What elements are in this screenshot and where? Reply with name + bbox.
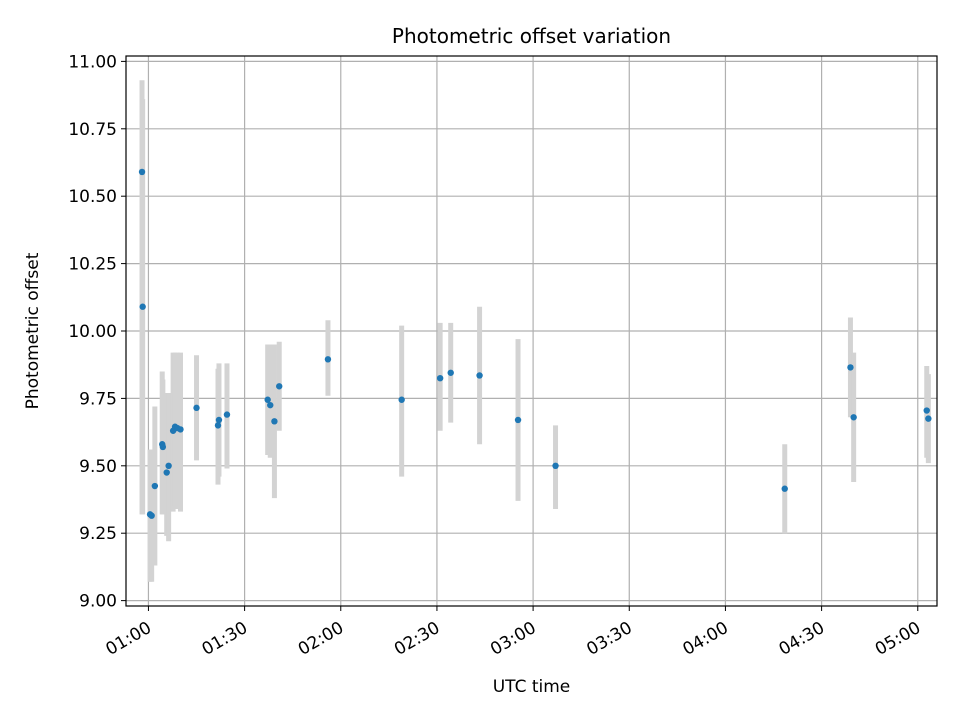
data-point [177, 426, 184, 433]
data-point [193, 404, 200, 412]
data-point [148, 512, 155, 519]
data-point [151, 482, 159, 490]
data-point [276, 383, 283, 390]
y-axis-ticks: 9.00 9.25 9.50 9.75 10.00 10.25 10.50 10.75 11.0… [68, 52, 126, 612]
x-tick-label: 04:30 [776, 618, 828, 660]
y-tick-label: 10.00 [68, 322, 117, 342]
y-tick-label: 10.50 [68, 187, 117, 207]
data-point [165, 462, 172, 470]
data-point [139, 303, 146, 310]
data-point [215, 416, 223, 424]
y-tick-label: 11.00 [68, 52, 117, 72]
y-tick-label: 9.00 [79, 592, 117, 612]
data-point [781, 485, 788, 492]
y-tick-label: 10.25 [68, 255, 117, 275]
data-point [436, 374, 444, 382]
x-tick-label: 03:30 [583, 618, 635, 660]
y-axis-label: Photometric offset [23, 252, 43, 409]
data-point [271, 418, 278, 425]
x-tick-label: 01:30 [199, 618, 251, 660]
data-point [925, 415, 932, 422]
data-point [223, 411, 231, 418]
data-point [138, 168, 146, 176]
data-point [552, 462, 559, 470]
x-tick-label: 05:00 [872, 618, 924, 660]
x-tick-label: 04:00 [679, 618, 731, 660]
y-tick-label: 9.75 [79, 389, 117, 409]
x-tick-label: 01:00 [103, 618, 155, 660]
data-point [447, 369, 454, 376]
data-point [264, 396, 271, 403]
y-tick-label: 9.50 [79, 457, 117, 477]
data-point [267, 401, 274, 409]
data-point [476, 372, 483, 379]
x-tick-label: 02:30 [391, 618, 443, 660]
data-point [923, 407, 930, 414]
y-tick-label: 10.75 [68, 120, 117, 140]
grid [126, 56, 937, 606]
data-points [138, 168, 932, 519]
data-point [514, 416, 522, 424]
x-tick-label: 02:00 [295, 618, 347, 660]
data-point [214, 422, 222, 429]
y-tick-label: 9.25 [79, 524, 117, 544]
x-axis-ticks: 01:00 01:30 02:00 02:30 03:00 03:30 04:00 04:30… [103, 606, 924, 660]
x-tick-label: 03:00 [487, 618, 539, 660]
data-point [847, 364, 854, 371]
data-point [850, 414, 857, 421]
data-point [163, 469, 170, 476]
data-point [398, 396, 405, 403]
data-point [324, 356, 332, 363]
x-axis-label: UTC time [493, 677, 571, 697]
chart-title: Photometric offset variation [392, 24, 671, 48]
data-point [159, 443, 167, 451]
